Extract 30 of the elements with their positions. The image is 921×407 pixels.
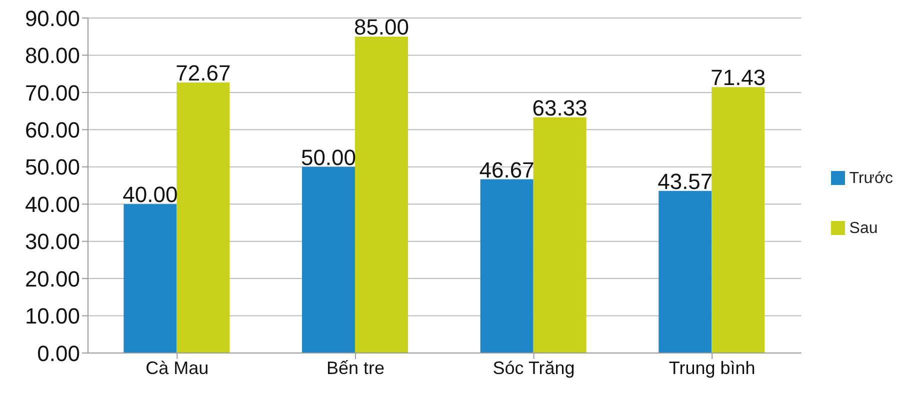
x-tick-label: Trung bình: [668, 358, 756, 378]
y-tick-label: 60.00: [24, 117, 80, 142]
data-label: 63.33: [532, 95, 588, 120]
bar: [354, 36, 408, 353]
legend-label: Trước: [849, 170, 893, 186]
y-tick-label: 50.00: [24, 154, 80, 180]
y-tick-label: 20.00: [24, 266, 80, 292]
x-tick-label: Bến tre: [326, 358, 385, 378]
data-label: 43.57: [658, 168, 713, 194]
y-tick-label: 70.00: [24, 80, 80, 106]
data-label: 72.67: [176, 60, 231, 86]
bar: [176, 82, 230, 353]
y-tick-label: 90.00: [24, 6, 80, 31]
y-tick-label: 10.00: [24, 304, 80, 329]
data-label: 46.67: [479, 157, 534, 182]
y-tick-label: 30.00: [24, 229, 80, 254]
y-tick-label: 80.00: [24, 43, 80, 68]
bar: [533, 117, 586, 353]
bar: [480, 179, 534, 353]
y-tick-label: 40.00: [24, 192, 80, 217]
bar: [712, 87, 765, 353]
legend-label: Sau: [849, 220, 878, 236]
bar: [302, 166, 355, 353]
bar: [124, 204, 177, 353]
x-tick-label: Cà Mau: [146, 358, 209, 378]
bar: [658, 190, 712, 353]
x-tick-label: Sóc Trăng: [492, 358, 575, 378]
data-label: 71.43: [710, 65, 766, 90]
data-label: 85.00: [354, 14, 410, 40]
y-tick-label: 0.00: [37, 340, 80, 366]
